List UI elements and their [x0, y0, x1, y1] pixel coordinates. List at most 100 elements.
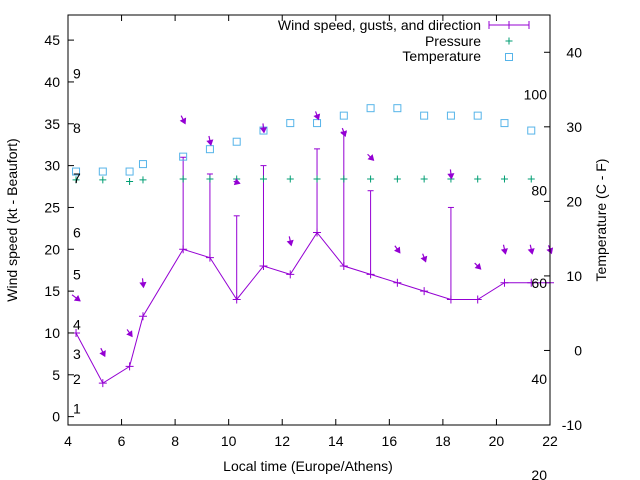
temperature-point: [72, 167, 81, 176]
wind-speed-point: [446, 295, 455, 304]
pressure-point: [527, 175, 535, 183]
temperature-point: [473, 111, 482, 120]
wind-direction-arrowhead: [367, 154, 375, 161]
temperature-point: [420, 111, 429, 120]
y-tick-label: 5: [52, 367, 60, 383]
wind-speed-point: [420, 287, 429, 296]
wind-speed-point: [473, 295, 482, 304]
wind-direction-arrowhead: [447, 173, 455, 180]
x-tick-label: 20: [489, 433, 505, 449]
beaufort-label: 2: [73, 371, 81, 387]
wind-direction-arrowhead: [420, 255, 428, 263]
temperature-point: [98, 167, 107, 176]
wind-speed-point: [259, 262, 268, 271]
wind-direction-arrowhead: [394, 246, 401, 254]
temperature-point: [205, 145, 214, 154]
wind-direction-arrowhead: [126, 330, 133, 338]
temperature-point: [446, 111, 455, 120]
y2-tick-label: 0: [574, 342, 582, 358]
legend-sample-wind: [488, 21, 530, 29]
pressure-point: [340, 175, 348, 183]
y2-tick-label: 10: [566, 268, 582, 284]
wind-direction-arrowhead: [259, 127, 267, 134]
x-tick-label: 4: [64, 433, 72, 449]
legend-marker-pressure: [505, 37, 513, 45]
pressure-point: [500, 175, 508, 183]
legend-sample-temperature: [505, 53, 513, 61]
beaufort-label: 6: [73, 225, 81, 241]
beaufort-labels: 1 2 3 4 5 6 7 8 9: [73, 66, 81, 417]
wind-speed-point: [313, 228, 322, 237]
wind-direction-arrowhead: [73, 294, 81, 302]
temperature-point: [313, 119, 322, 128]
beaufort-label: 1: [73, 400, 81, 416]
wind-direction-arrowhead: [500, 248, 508, 255]
plot-frame: [67, 14, 551, 426]
x-axis-title: Local time (Europe/Athens): [223, 458, 393, 474]
pressure-point: [420, 175, 428, 183]
wind-direction-arrowhead: [99, 350, 106, 358]
fahrenheit-label: 20: [531, 467, 547, 480]
temperature-point: [339, 111, 348, 120]
fahrenheit-label: 60: [531, 275, 547, 291]
temperature-point: [393, 104, 402, 113]
wind-direction-arrowhead: [286, 239, 294, 247]
pressure-point: [72, 176, 80, 184]
legend-label-temperature: Temperature: [402, 48, 481, 64]
temperature-point: [500, 119, 509, 128]
y-tick-label: 10: [44, 325, 60, 341]
legend: Wind speed, gusts, and direction Pressur…: [278, 17, 530, 64]
y2-axis-ticks: -10 0 10 20 30 40: [544, 44, 582, 433]
wind-speed-point: [286, 270, 295, 279]
y-axis-title: Wind speed (kt - Beaufort): [4, 138, 20, 301]
wind-speed-point: [138, 312, 147, 321]
pressure-point: [367, 175, 375, 183]
y-tick-label: 25: [44, 199, 60, 215]
y-tick-label: 40: [44, 74, 60, 90]
y-axis-ticks: 0 5 10 15 20 25 30 35 40 45: [44, 32, 74, 425]
wind-speed-series: [72, 228, 554, 388]
wind-direction-arrowhead: [233, 178, 241, 186]
y2-tick-label: 20: [566, 193, 582, 209]
fahrenheit-label: 40: [531, 371, 547, 387]
y-tick-label: 0: [52, 409, 60, 425]
wind-speed-point: [205, 253, 214, 262]
legend-label-wind: Wind speed, gusts, and direction: [278, 17, 481, 33]
beaufort-label: 9: [73, 66, 81, 82]
x-tick-label: 16: [382, 433, 398, 449]
wind-direction-arrowhead: [313, 113, 321, 121]
beaufort-label: 5: [73, 266, 81, 282]
temperature-point: [286, 119, 295, 128]
y-tick-label: 45: [44, 32, 60, 48]
x-tick-label: 22: [542, 433, 558, 449]
temperature-point: [527, 126, 536, 135]
beaufort-label: 3: [73, 346, 81, 362]
wind-direction-arrowhead: [206, 139, 214, 146]
wind-speed-point: [366, 270, 375, 279]
pressure-point: [474, 175, 482, 183]
wind-speed-point: [500, 278, 509, 287]
wind-speed-point: [179, 245, 188, 254]
y2-axis-title: Temperature (C - F): [593, 159, 609, 282]
beaufort-label: 8: [73, 120, 81, 136]
pressure-point: [139, 176, 147, 184]
temperature-point: [138, 160, 147, 169]
beaufort-label: 4: [73, 317, 81, 333]
pressure-series: [72, 175, 535, 186]
pressure-point: [286, 175, 294, 183]
wind-direction-arrowhead: [474, 262, 482, 270]
x-tick-label: 14: [328, 433, 344, 449]
legend-marker-wind: [505, 21, 513, 29]
temperature-point: [125, 167, 134, 176]
wind-speed-point: [232, 295, 241, 304]
pressure-point: [126, 178, 134, 186]
fahrenheit-labels: 20 40 60 80 100: [524, 86, 548, 480]
wind-direction-arrowhead: [340, 130, 347, 138]
y-tick-label: 35: [44, 116, 60, 132]
y2-tick-label: 40: [566, 44, 582, 60]
x-tick-label: 10: [221, 433, 237, 449]
fahrenheit-label: 80: [531, 183, 547, 199]
pressure-point: [206, 175, 214, 183]
temperature-point: [366, 104, 375, 113]
x-tick-label: 18: [435, 433, 451, 449]
